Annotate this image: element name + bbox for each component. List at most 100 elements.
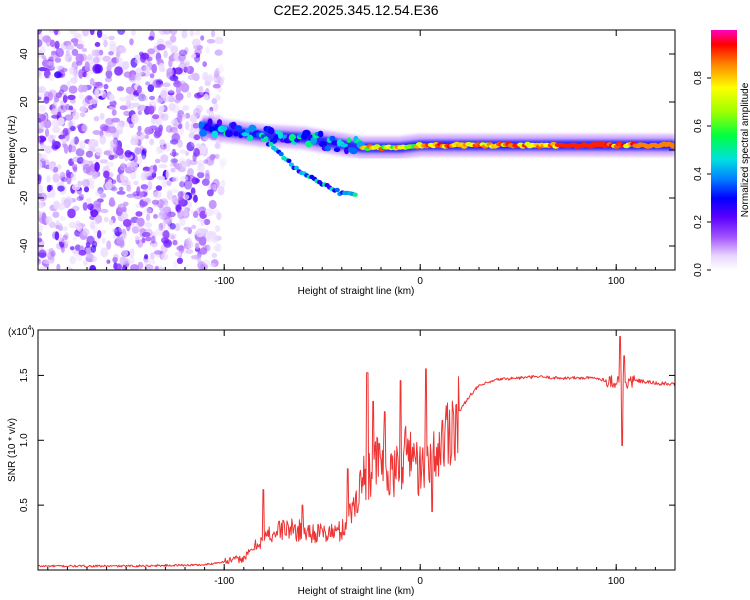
noise-blob xyxy=(166,180,172,187)
noise-blob xyxy=(77,180,83,187)
noise-blob xyxy=(120,47,127,54)
noise-blob xyxy=(204,173,210,182)
noise-blob xyxy=(137,125,142,132)
noise-blob xyxy=(148,105,155,115)
noise-blob xyxy=(140,92,145,100)
noise-blob xyxy=(209,154,216,161)
y-tick-label: 0.5 xyxy=(19,498,30,512)
noise-blob xyxy=(73,236,78,241)
noise-blob xyxy=(151,63,157,74)
noise-blob xyxy=(81,123,89,132)
noise-blob xyxy=(195,228,205,238)
band-blob xyxy=(247,134,254,141)
snr-x-axis-label: Height of straight line (km) xyxy=(298,586,415,597)
noise-blob xyxy=(133,180,139,186)
noise-blob xyxy=(173,80,182,88)
noise-blob xyxy=(53,30,59,36)
noise-blob xyxy=(84,61,90,72)
noise-blob xyxy=(69,145,77,153)
noise-blob xyxy=(69,246,75,251)
noise-blob xyxy=(120,162,126,171)
branch-blob xyxy=(263,136,269,141)
noise-blob xyxy=(147,180,153,191)
noise-blob xyxy=(144,254,149,260)
noise-blob xyxy=(214,36,224,45)
branch-blob xyxy=(334,187,340,193)
noise-blob xyxy=(47,61,53,66)
noise-blob xyxy=(69,255,77,265)
noise-blob xyxy=(143,65,151,74)
noise-blob xyxy=(117,203,127,212)
noise-blob xyxy=(93,116,100,122)
noise-blob xyxy=(157,38,165,45)
noise-blob xyxy=(85,241,91,248)
noise-blob xyxy=(158,62,165,72)
colorbar-gradient xyxy=(711,30,737,270)
noise-blob xyxy=(71,48,79,57)
figure-title: C2E2.2025.345.12.54.E36 xyxy=(273,2,438,18)
band-blob xyxy=(346,137,352,143)
noise-blob xyxy=(158,105,165,112)
noise-blob xyxy=(129,248,135,259)
band-blob xyxy=(317,130,324,138)
noise-blob xyxy=(193,112,201,118)
noise-blob xyxy=(161,178,168,188)
noise-blob xyxy=(186,141,195,152)
noise-blob xyxy=(108,35,115,41)
spectrogram-y-ticks: -40 -20 0 20 40 xyxy=(19,48,675,253)
snr-series xyxy=(38,336,675,568)
noise-blob xyxy=(199,263,208,270)
noise-blob xyxy=(134,72,142,81)
noise-blob xyxy=(60,178,65,184)
noise-blob xyxy=(111,186,118,192)
noise-blob xyxy=(203,159,209,165)
x-tick-label: 100 xyxy=(608,276,625,287)
noise-blob xyxy=(89,265,97,270)
noise-blob xyxy=(38,257,40,264)
noise-blob xyxy=(93,56,100,65)
noise-blob xyxy=(137,217,145,227)
noise-blob xyxy=(95,214,103,224)
noise-blob xyxy=(30,219,36,229)
noise-blob xyxy=(116,190,126,195)
noise-blob xyxy=(73,32,82,39)
noise-blob xyxy=(135,211,143,217)
snr-series-line xyxy=(38,336,675,568)
noise-blob xyxy=(143,257,152,266)
noise-blob xyxy=(197,171,205,179)
noise-blob xyxy=(214,49,223,56)
noise-blob xyxy=(136,131,142,137)
noise-blob xyxy=(62,239,71,245)
noise-blob xyxy=(119,256,127,266)
noise-blob xyxy=(205,156,215,166)
noise-blob xyxy=(95,147,103,156)
noise-blob xyxy=(81,178,90,188)
noise-blob xyxy=(149,76,155,84)
branch-blob xyxy=(268,142,274,147)
noise-blob xyxy=(38,160,43,170)
noise-blob xyxy=(146,207,154,214)
noise-blob xyxy=(38,128,44,133)
noise-blob xyxy=(122,219,132,227)
noise-blob xyxy=(125,86,134,95)
noise-blob xyxy=(118,96,127,102)
noise-blob xyxy=(187,168,194,177)
noise-blob xyxy=(202,61,207,67)
noise-blob xyxy=(214,243,222,253)
noise-blob xyxy=(125,95,131,100)
noise-blob xyxy=(123,71,132,78)
noise-blob xyxy=(203,218,211,226)
noise-blob xyxy=(88,138,97,146)
noise-blob xyxy=(54,57,62,63)
noise-blob xyxy=(194,178,200,184)
noise-blob xyxy=(139,191,144,198)
colorbar-tick-label: 0.4 xyxy=(693,167,704,181)
noise-blob xyxy=(75,148,85,157)
noise-blob xyxy=(137,261,144,270)
band-blob xyxy=(220,126,228,131)
noise-blob xyxy=(89,78,95,86)
noise-blob xyxy=(178,54,186,62)
noise-blob xyxy=(158,210,167,220)
noise-blob xyxy=(140,52,150,60)
noise-blob xyxy=(194,30,201,36)
